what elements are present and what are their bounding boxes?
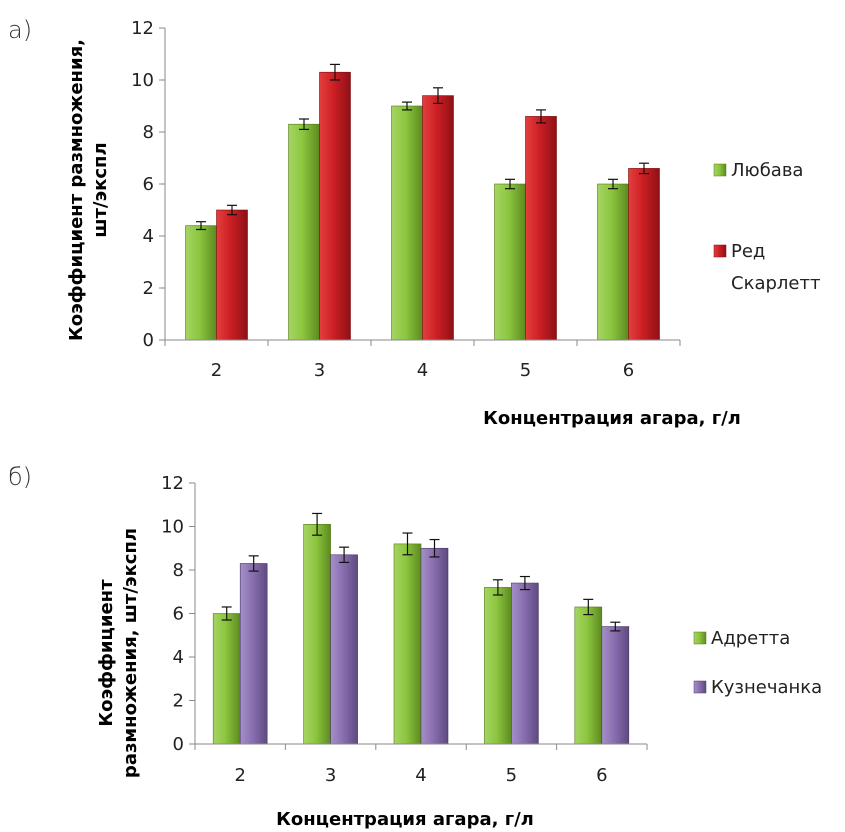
y-tick-label-a-2: 2 bbox=[143, 278, 154, 299]
error-bar-a-s0-2 bbox=[196, 221, 206, 231]
error-bar-b-s1-2 bbox=[248, 555, 259, 572]
legend-swatch-a-0 bbox=[713, 163, 727, 177]
bar-a-s1-6 bbox=[628, 168, 660, 341]
x-tick-label-b-6: 6 bbox=[596, 765, 607, 786]
bar-b-s1-3 bbox=[330, 554, 358, 745]
error-bars-b bbox=[221, 512, 621, 632]
legend-swatch-b-0 bbox=[693, 631, 707, 645]
bar-a-s0-5 bbox=[494, 183, 526, 341]
bars-b bbox=[212, 524, 630, 745]
error-bar-b-s0-5 bbox=[492, 579, 503, 596]
bar-a-s0-2 bbox=[185, 225, 217, 341]
y-axis-title-b-line-2: размножения, шт/экспл bbox=[120, 528, 141, 778]
panel-label-b: б) bbox=[8, 463, 32, 491]
bar-a-s0-4 bbox=[391, 105, 423, 341]
error-bar-b-s0-3 bbox=[312, 512, 323, 536]
y-tick-label-a-12: 12 bbox=[131, 18, 154, 39]
bar-b-s0-5 bbox=[484, 587, 512, 745]
bar-b-s1-6 bbox=[601, 626, 630, 745]
bar-b-s0-3 bbox=[303, 524, 331, 745]
bar-a-s0-6 bbox=[597, 183, 629, 341]
panel-label-a: а) bbox=[8, 16, 32, 44]
y-tick-label-b-4: 4 bbox=[173, 647, 184, 668]
y-tick-label-b-6: 6 bbox=[173, 604, 184, 625]
bar-b-s0-2 bbox=[212, 613, 241, 745]
bar-b-s1-2 bbox=[239, 563, 268, 745]
y-tick-label-a-4: 4 bbox=[143, 226, 154, 247]
bar-a-s1-3 bbox=[319, 71, 351, 341]
bar-b-s0-6 bbox=[574, 606, 603, 745]
error-bar-a-s1-4 bbox=[433, 87, 443, 105]
y-tick-label-a-0: 0 bbox=[143, 330, 154, 351]
x-tick-label-a-6: 6 bbox=[623, 360, 634, 381]
y-tick-label-a-6: 6 bbox=[143, 174, 154, 195]
y-tick-label-a-10: 10 bbox=[131, 70, 154, 91]
y-tick-labels-a: 0 2 4 6 8 10 12 bbox=[131, 18, 154, 351]
error-bar-a-s0-4 bbox=[402, 101, 412, 111]
legend-swatch-b-1 bbox=[693, 680, 707, 694]
error-bar-b-s1-6 bbox=[610, 621, 621, 632]
chart-b: б) 0 2 4 6 8 10 12 2 3 4 5 6 Концентрация агара, г… bbox=[8, 463, 822, 830]
error-bar-a-s1-2 bbox=[227, 204, 237, 216]
error-bar-b-s0-2 bbox=[221, 606, 232, 621]
error-bar-b-s1-3 bbox=[339, 546, 350, 563]
error-bars-a bbox=[196, 63, 649, 231]
legend-a: Любава Ред Скарлетт bbox=[713, 160, 820, 294]
legend-label-b-1: Кузнечанка bbox=[711, 677, 822, 698]
error-bar-a-s1-3 bbox=[330, 63, 340, 81]
x-axis-title-b: Концентрация агара, г/л bbox=[276, 809, 534, 830]
y-tick-label-b-8: 8 bbox=[173, 560, 184, 581]
bar-a-s0-3 bbox=[288, 123, 320, 341]
error-bar-a-s0-3 bbox=[299, 118, 309, 130]
x-tick-label-a-3: 3 bbox=[314, 360, 325, 381]
error-bar-b-s1-4 bbox=[429, 538, 440, 558]
x-axis-title-a: Концентрация агара, г/л bbox=[483, 408, 741, 429]
bar-b-s1-4 bbox=[420, 547, 449, 745]
y-tick-labels-b: 0 2 4 6 8 10 12 bbox=[161, 473, 184, 755]
y-tick-label-b-2: 2 bbox=[173, 691, 184, 712]
legend-label-a-1-line-2: Скарлетт bbox=[731, 273, 820, 294]
x-tick-label-b-2: 2 bbox=[234, 765, 245, 786]
bar-a-s1-4 bbox=[422, 95, 454, 341]
x-tick-label-b-5: 5 bbox=[506, 765, 517, 786]
x-tick-labels-a: 2 3 4 5 6 bbox=[211, 360, 634, 381]
bars-a bbox=[185, 71, 660, 341]
error-bar-b-s1-5 bbox=[519, 575, 530, 591]
y-tick-label-b-0: 0 bbox=[173, 734, 184, 755]
chart-a: а) 0 2 4 6 8 10 12 2 3 4 5 6 Концентрация агара, г… bbox=[8, 16, 820, 429]
legend-swatch-a-1 bbox=[713, 244, 727, 258]
x-tick-label-b-3: 3 bbox=[325, 765, 336, 786]
axes-b bbox=[189, 482, 648, 750]
legend-label-a-1-line-1: Ред bbox=[731, 241, 765, 262]
x-tick-labels-b: 2 3 4 5 6 bbox=[234, 765, 607, 786]
bar-a-s1-2 bbox=[216, 209, 248, 341]
error-bar-b-s0-4 bbox=[402, 532, 413, 556]
x-tick-label-b-4: 4 bbox=[415, 765, 426, 786]
bar-b-s1-5 bbox=[511, 582, 539, 745]
y-tick-label-b-10: 10 bbox=[161, 517, 184, 538]
bar-a-s1-5 bbox=[525, 116, 557, 341]
x-tick-label-a-2: 2 bbox=[211, 360, 222, 381]
y-axis-title-a-line-1: Коэффициент размножения, bbox=[66, 39, 87, 341]
error-bar-a-s1-5 bbox=[536, 109, 546, 124]
axes-a bbox=[159, 27, 681, 346]
error-bar-b-s0-6 bbox=[583, 598, 594, 616]
legend-label-b-0: Адретта bbox=[711, 628, 790, 649]
x-tick-label-a-4: 4 bbox=[417, 360, 428, 381]
error-bar-a-s1-6 bbox=[639, 162, 649, 175]
legend-label-a-0: Любава bbox=[731, 160, 803, 181]
error-bar-a-s0-6 bbox=[608, 178, 618, 190]
error-bar-a-s0-5 bbox=[505, 178, 515, 190]
legend-b: Адретта Кузнечанка bbox=[693, 628, 822, 698]
y-tick-label-a-8: 8 bbox=[143, 122, 154, 143]
x-tick-label-a-5: 5 bbox=[520, 360, 531, 381]
bar-b-s0-4 bbox=[393, 543, 422, 745]
y-tick-label-b-12: 12 bbox=[161, 473, 184, 494]
y-axis-title-b-line-1: Коэффициент bbox=[96, 579, 117, 727]
y-axis-title-a-line-2: шт/экспл bbox=[90, 142, 111, 237]
